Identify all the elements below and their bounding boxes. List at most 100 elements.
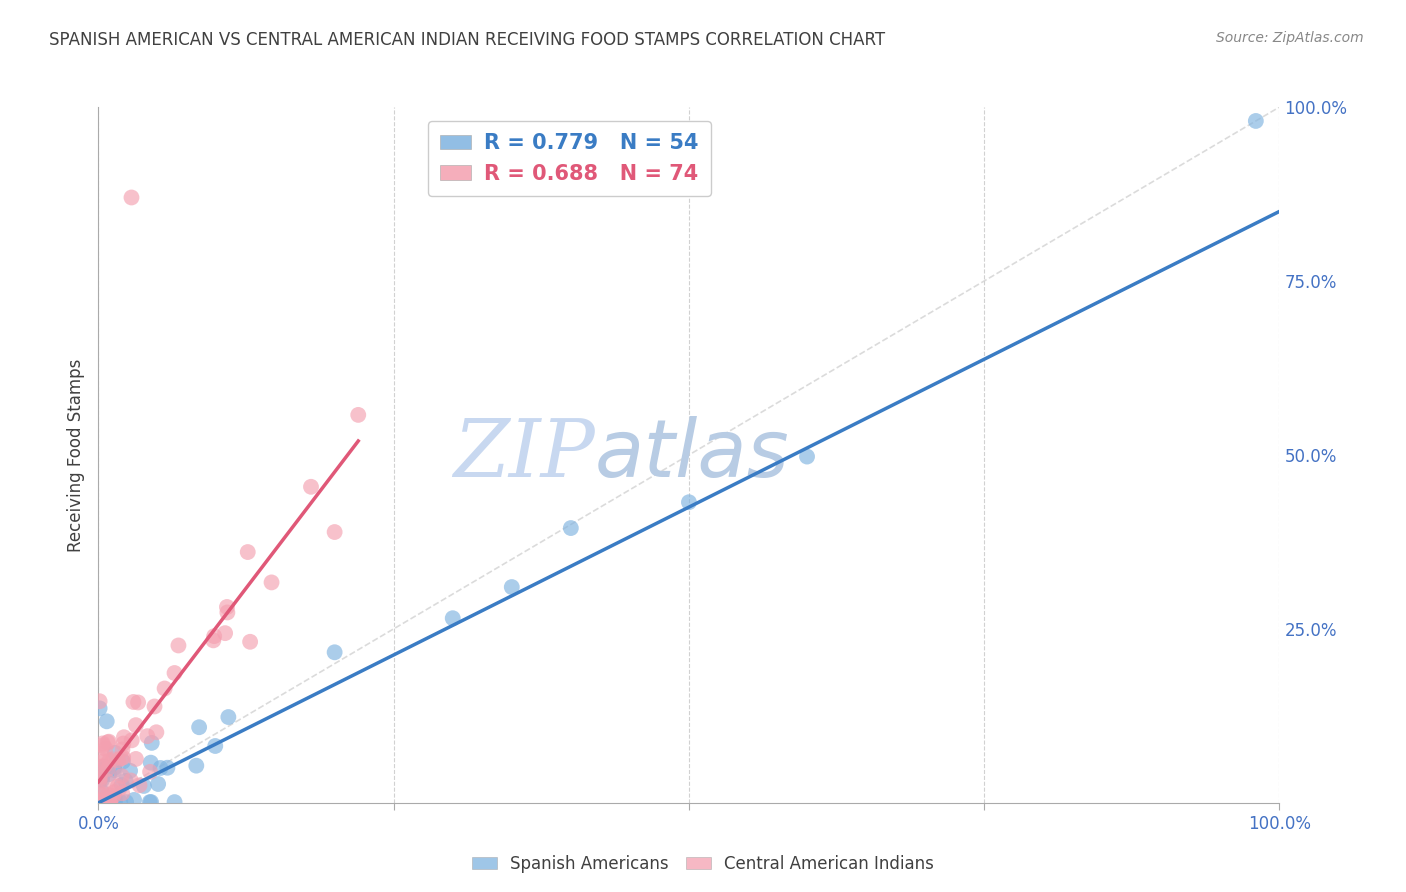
Point	[217, 710, 239, 724]
Point	[128, 778, 150, 792]
Point	[97, 735, 120, 749]
Point	[163, 795, 186, 809]
Point	[236, 545, 259, 559]
Point	[121, 190, 143, 204]
Point	[91, 795, 114, 809]
Point	[103, 785, 125, 799]
Point	[96, 795, 118, 809]
Point	[111, 778, 134, 792]
Point	[90, 795, 112, 809]
Point	[139, 764, 162, 779]
Point	[96, 774, 118, 789]
Point	[98, 789, 121, 803]
Point	[89, 701, 111, 715]
Point	[139, 756, 162, 770]
Text: atlas: atlas	[595, 416, 789, 494]
Point	[323, 645, 346, 659]
Point	[139, 795, 162, 809]
Point	[132, 779, 155, 793]
Point	[91, 747, 114, 761]
Text: ZIP: ZIP	[453, 417, 595, 493]
Point	[186, 758, 208, 772]
Point	[136, 729, 159, 743]
Point	[91, 769, 114, 783]
Text: SPANISH AMERICAN VS CENTRAL AMERICAN INDIAN RECEIVING FOOD STAMPS CORRELATION CH: SPANISH AMERICAN VS CENTRAL AMERICAN IND…	[49, 31, 886, 49]
Point	[120, 773, 142, 788]
Y-axis label: Receiving Food Stamps: Receiving Food Stamps	[66, 359, 84, 551]
Point	[125, 752, 148, 766]
Point	[101, 752, 124, 766]
Point	[111, 769, 134, 783]
Point	[104, 795, 127, 809]
Point	[204, 739, 226, 753]
Point	[98, 767, 121, 781]
Point	[98, 753, 121, 767]
Point	[202, 629, 225, 643]
Point	[104, 795, 127, 809]
Legend: R = 0.779   N = 54, R = 0.688   N = 74: R = 0.779 N = 54, R = 0.688 N = 74	[427, 121, 711, 196]
Point	[94, 795, 117, 809]
Point	[501, 580, 523, 594]
Point	[96, 714, 118, 729]
Point	[163, 665, 186, 680]
Point	[89, 771, 111, 785]
Point	[112, 730, 135, 744]
Point	[1244, 114, 1267, 128]
Point	[111, 786, 134, 800]
Point	[122, 695, 145, 709]
Point	[103, 761, 125, 775]
Point	[120, 764, 142, 778]
Point	[101, 789, 124, 804]
Point	[104, 763, 127, 777]
Point	[110, 795, 132, 809]
Point	[125, 718, 148, 732]
Point	[678, 495, 700, 509]
Point	[94, 795, 117, 809]
Point	[299, 480, 322, 494]
Point	[89, 694, 111, 708]
Point	[91, 795, 114, 809]
Point	[115, 795, 138, 809]
Point	[98, 795, 121, 809]
Point	[97, 734, 120, 748]
Point	[188, 720, 211, 734]
Point	[89, 795, 111, 809]
Point	[93, 762, 115, 776]
Point	[347, 408, 370, 422]
Point	[145, 725, 167, 739]
Point	[90, 795, 112, 809]
Point	[90, 795, 112, 809]
Point	[89, 793, 111, 807]
Point	[93, 754, 115, 768]
Point	[97, 795, 120, 809]
Point	[94, 741, 117, 756]
Point	[796, 450, 818, 464]
Point	[202, 633, 225, 648]
Point	[104, 746, 127, 760]
Point	[560, 521, 582, 535]
Point	[91, 795, 114, 809]
Point	[146, 777, 169, 791]
Point	[127, 696, 149, 710]
Point	[93, 760, 115, 774]
Point	[98, 795, 121, 809]
Point	[97, 788, 120, 802]
Point	[90, 785, 112, 799]
Point	[121, 733, 143, 747]
Point	[114, 773, 136, 788]
Point	[89, 788, 111, 802]
Point	[90, 795, 112, 809]
Point	[441, 611, 464, 625]
Point	[100, 795, 122, 809]
Point	[91, 769, 114, 783]
Point	[107, 753, 129, 767]
Point	[108, 781, 131, 796]
Point	[143, 699, 166, 714]
Point	[98, 795, 121, 809]
Point	[323, 524, 346, 539]
Point	[153, 681, 176, 696]
Point	[89, 795, 111, 809]
Point	[215, 599, 238, 614]
Point	[122, 793, 145, 807]
Point	[91, 736, 114, 750]
